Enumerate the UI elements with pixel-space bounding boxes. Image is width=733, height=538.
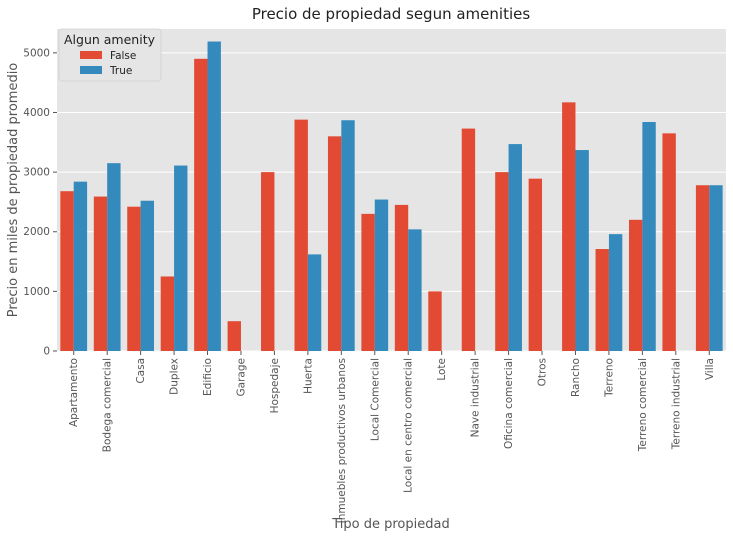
x-tick-label-18: Terreno industrial xyxy=(670,358,682,450)
bar-true-7 xyxy=(307,254,322,351)
bar-false-2 xyxy=(127,206,141,351)
y-tick-label-3000: 3000 xyxy=(23,167,50,179)
bar-false-18 xyxy=(662,133,676,351)
x-tick-label-4: Edificio xyxy=(202,358,214,396)
x-tick-label-16: Terreno xyxy=(603,358,615,398)
x-tick-label-15: Rancho xyxy=(570,358,582,397)
x-tick-label-6: Hospedaje xyxy=(269,358,281,413)
bar-false-11 xyxy=(428,291,442,351)
legend: Algun amenity False True xyxy=(58,28,162,82)
y-tick-label-0: 0 xyxy=(43,346,50,358)
x-tick-label-0: Apartamento xyxy=(68,358,80,427)
bar-false-10 xyxy=(394,204,409,351)
bar-false-0 xyxy=(60,191,74,351)
bar-false-17 xyxy=(628,219,643,351)
bar-true-15 xyxy=(575,150,589,351)
bar-true-10 xyxy=(408,229,422,351)
y-tick-label-5000: 5000 xyxy=(23,47,50,59)
bar-false-5 xyxy=(227,321,241,351)
bar-true-3 xyxy=(174,165,188,351)
bar-false-13 xyxy=(495,172,509,351)
bar-true-2 xyxy=(140,200,155,351)
chart-title: Precio de propiedad segun amenities xyxy=(252,5,531,23)
bar-true-4 xyxy=(207,41,221,352)
x-tick-label-2: Casa xyxy=(135,358,147,384)
bar-false-4 xyxy=(194,58,208,351)
y-tick-label-2000: 2000 xyxy=(23,226,50,238)
bar-false-3 xyxy=(160,276,175,351)
legend-swatch-false xyxy=(80,51,102,59)
y-tick-label-4000: 4000 xyxy=(23,107,50,119)
bar-false-9 xyxy=(361,213,375,351)
bar-false-12 xyxy=(461,128,476,351)
y-axis: 0 1000 2000 3000 4000 5000 xyxy=(23,47,57,358)
legend-swatch-true xyxy=(80,66,102,74)
x-tick-label-8: Inmuebles productivos urbanos xyxy=(336,358,348,523)
x-tick-label-5: Garage xyxy=(235,358,247,396)
bar-false-6 xyxy=(261,172,275,351)
x-tick-label-12: Nave industrial xyxy=(470,358,482,437)
bars xyxy=(60,41,723,352)
bar-false-8 xyxy=(327,136,342,351)
x-tick-label-19: Villa xyxy=(704,358,716,380)
x-axis-label: Tipo de propiedad xyxy=(331,517,449,532)
legend-title: Algun amenity xyxy=(64,32,156,47)
x-tick-label-1: Bodega comercial xyxy=(102,358,114,452)
legend-label-false: False xyxy=(110,50,136,62)
x-tick-label-17: Terreno comercial xyxy=(637,358,649,452)
x-tick-label-3: Duplex xyxy=(169,358,181,395)
bar-false-19 xyxy=(695,185,710,351)
x-axis: Apartamento Bodega comercial Casa Duplex Edi… xyxy=(68,351,716,523)
bar-true-16 xyxy=(608,234,623,351)
bar-false-16 xyxy=(595,249,609,351)
x-tick-label-10: Local en centro comercial xyxy=(403,358,415,493)
bar-false-1 xyxy=(93,196,108,351)
bar-false-15 xyxy=(562,102,576,351)
x-tick-label-9: Local Comercial xyxy=(369,358,381,441)
y-tick-label-1000: 1000 xyxy=(23,286,50,298)
bar-true-1 xyxy=(107,163,121,351)
legend-label-true: True xyxy=(109,65,132,77)
x-tick-label-11: Lote xyxy=(436,358,448,381)
bar-true-13 xyxy=(508,144,522,351)
x-tick-label-13: Oficina comercial xyxy=(503,358,515,449)
x-tick-label-7: Huerta xyxy=(302,358,314,394)
bar-true-9 xyxy=(374,199,389,351)
bar-true-19 xyxy=(709,185,723,351)
bar-true-17 xyxy=(642,122,656,352)
x-tick-label-14: Otros xyxy=(537,358,549,386)
bar-true-0 xyxy=(73,181,88,351)
bar-true-8 xyxy=(341,120,355,351)
y-axis-label: Precio en miles de propiedad promedio xyxy=(6,63,21,318)
bar-false-7 xyxy=(294,119,308,351)
bar-false-14 xyxy=(528,178,543,351)
